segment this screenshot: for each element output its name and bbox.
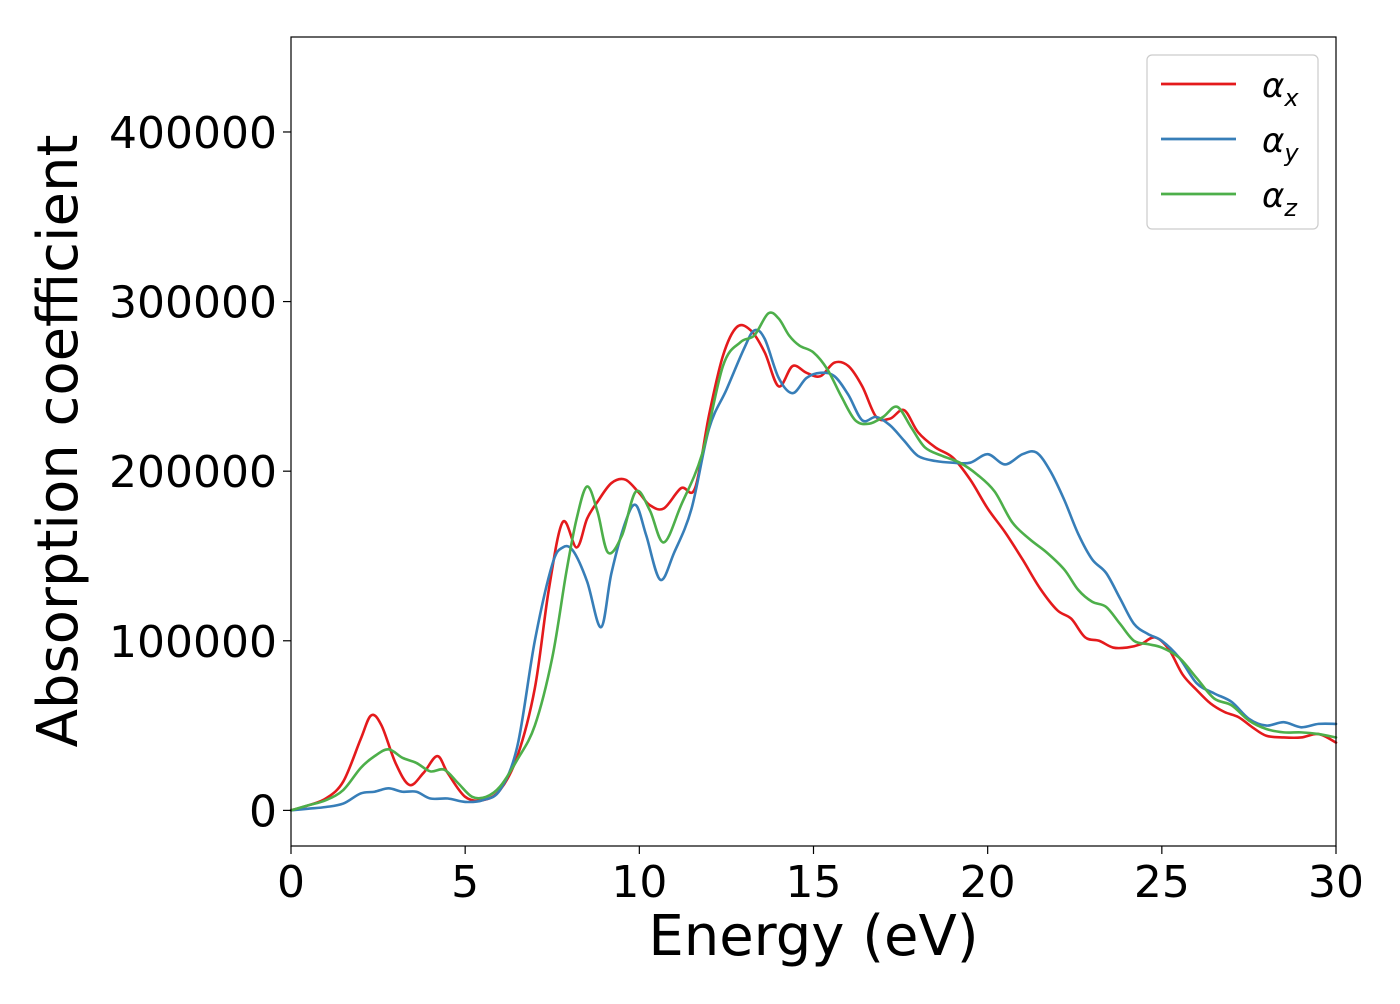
- plot-lines: [289, 311, 1338, 812]
- x-tick-label: 0: [277, 857, 305, 908]
- y-axis-label: Absorption coefficient: [26, 135, 91, 748]
- legend-subscript: z: [1283, 194, 1298, 222]
- series-line-x: [289, 323, 1338, 812]
- y-tick-label: 300000: [109, 278, 277, 329]
- x-tick-label: 20: [960, 857, 1016, 908]
- legend-label-z: αz: [1262, 176, 1298, 222]
- x-tick-label: 15: [786, 857, 842, 908]
- y-tick-label: 400000: [109, 108, 277, 159]
- series-line-y: [289, 328, 1338, 812]
- legend-subscript: y: [1283, 139, 1299, 167]
- y-tick-label: 100000: [109, 617, 277, 668]
- legend-box: [1146, 54, 1319, 230]
- x-tick-label: 5: [451, 857, 479, 908]
- y-axis: 0 100000 200000 300000 400000: [109, 108, 291, 837]
- y-tick-label: 0: [249, 786, 277, 837]
- x-tick-label: 10: [611, 857, 667, 908]
- x-tick-label: 30: [1308, 857, 1364, 908]
- legend-symbol: α: [1262, 176, 1284, 216]
- legend-label-x: αx: [1262, 66, 1299, 112]
- y-tick-label: 200000: [109, 447, 277, 498]
- legend-symbol: α: [1262, 66, 1284, 106]
- x-axis: 0 5 10 15 20 25 30: [277, 846, 1364, 908]
- series-line-z: [289, 311, 1338, 812]
- legend-symbol: α: [1262, 121, 1284, 161]
- legend-label-y: αy: [1262, 121, 1299, 167]
- x-tick-label: 25: [1134, 857, 1190, 908]
- legend-subscript: x: [1283, 84, 1299, 112]
- x-axis-label: Energy (eV): [648, 904, 978, 969]
